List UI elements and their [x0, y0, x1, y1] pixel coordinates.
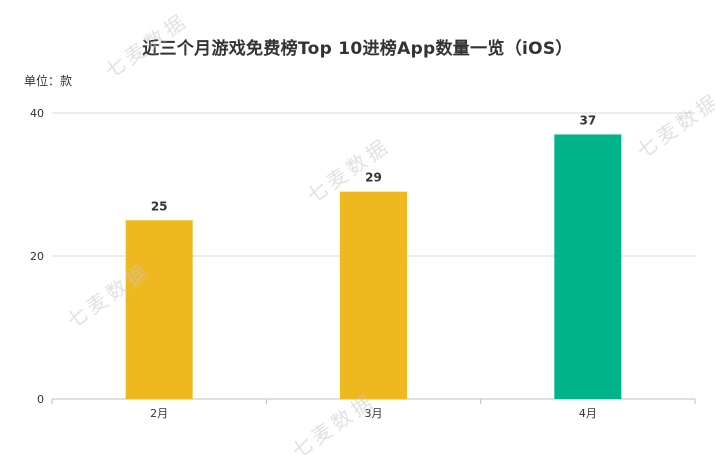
y-tick-label-20: 20: [30, 250, 44, 263]
y-tick-label-40: 40: [30, 107, 44, 120]
bar-3: [554, 134, 622, 399]
x-tick-label-1: 2月: [150, 407, 168, 420]
data-label-3: 37: [579, 113, 596, 127]
data-label-2: 29: [365, 171, 382, 185]
x-tick-label-3: 4月: [579, 407, 597, 420]
x-tick-label-2: 3月: [365, 407, 383, 420]
bar-1: [125, 220, 193, 399]
chart-title: 近三个月游戏免费榜Top 10进榜App数量一览（iOS）: [142, 39, 573, 59]
bar-chart: 0 20 40 25 2月 29 3月 37 4月: [30, 107, 696, 420]
unit-label: 单位：款: [24, 74, 73, 88]
y-tick-label-0: 0: [37, 393, 44, 406]
bar-2: [340, 191, 407, 399]
data-label-1: 25: [151, 199, 168, 213]
